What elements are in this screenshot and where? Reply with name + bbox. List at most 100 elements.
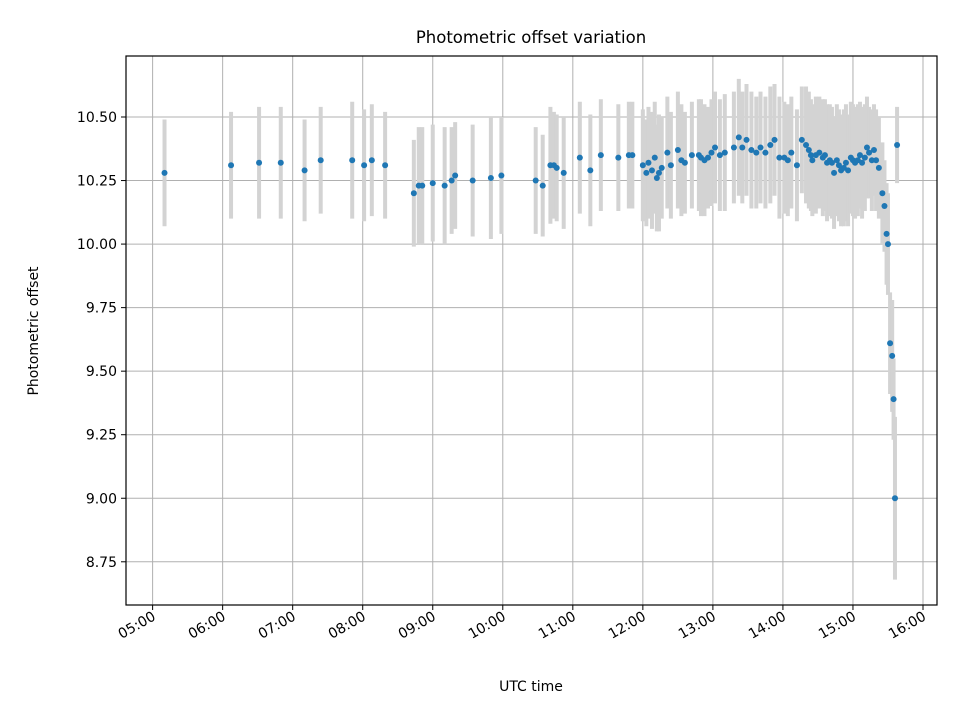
data-point [651,154,658,161]
data-point [441,182,448,189]
data-point [842,159,849,166]
data-point [648,167,655,174]
data-point [560,169,567,176]
data-point [448,177,455,184]
data-point [833,157,840,164]
data-point [382,162,389,169]
data-point [748,147,755,154]
data-point [667,162,674,169]
data-point [870,147,877,154]
data-point [784,157,791,164]
y-tick-label: 10.50 [77,110,117,126]
data-point [674,147,681,154]
data-point [739,144,746,151]
data-point [658,164,665,171]
data-point [730,144,737,151]
data-point [767,141,774,148]
data-point [587,167,594,174]
data-point [757,144,764,151]
data-point [798,136,805,143]
data-point [721,149,728,156]
data-point [771,136,778,143]
x-axis-label: UTC time [499,679,563,695]
data-point [859,159,866,166]
data-point [161,169,168,176]
data-point [368,157,375,164]
data-point [469,177,476,184]
data-point [576,154,583,161]
data-point [861,154,868,161]
y-axis-ticks: 8.75 9.00 9.25 9.50 9.75 10.00 10.25 10.50 [77,110,126,571]
data-point [716,152,723,159]
data-point [873,157,880,164]
data-point [688,152,695,159]
data-point [429,180,436,187]
data-point [828,159,835,166]
data-point [301,167,308,174]
data-point [762,149,769,156]
y-tick-label: 10.00 [77,237,117,253]
data-point [735,134,742,141]
y-tick-label: 9.25 [86,428,117,444]
data-point [645,159,652,166]
data-point [788,149,795,156]
plot-frame [125,55,938,606]
data-point [629,152,636,159]
data-point [256,159,263,166]
data-point [863,144,870,151]
y-tick-label: 10.25 [77,174,117,190]
data-point [889,352,896,359]
y-axis-label: Photometric offset [26,266,42,396]
data-point [487,175,494,181]
data-point [349,157,356,164]
data-point [708,149,715,156]
data-point [597,152,604,159]
data-point [816,149,823,156]
data-point [894,141,901,148]
data-point [821,152,828,159]
data-point [866,149,873,156]
data-point [881,202,888,209]
data-point [419,182,426,189]
data-point [891,495,898,502]
data-point [653,175,660,181]
y-tick-label: 9.00 [86,491,117,507]
data-point [805,147,812,154]
data-point [410,190,417,197]
data-point [277,159,284,166]
data-point [228,162,235,169]
data-point [655,169,662,176]
chart-title: Photometric offset variation [416,28,646,47]
data-point [664,149,671,156]
data-point [639,162,646,169]
data-point [879,190,886,197]
data-point [793,162,800,169]
data-point [743,136,750,143]
data-point [807,152,814,159]
data-point [711,144,718,151]
data-point [539,182,546,189]
data-point [803,141,810,148]
data-point [809,157,816,164]
data-point [776,154,783,161]
data-point [704,154,711,161]
data-points [161,134,901,502]
data-point [887,340,894,347]
data-point [890,396,897,403]
data-point [831,169,838,176]
y-tick-label: 8.75 [86,555,117,571]
data-point [884,241,891,248]
data-point [317,157,324,164]
data-point [868,157,875,164]
data-point [753,149,760,156]
data-point [883,230,890,237]
data-point [856,152,863,159]
data-point [681,159,688,166]
data-point [553,164,560,171]
data-point [615,154,622,161]
data-point [643,169,650,176]
y-tick-label: 9.75 [86,301,117,317]
data-point [875,164,882,171]
data-point [532,177,539,184]
